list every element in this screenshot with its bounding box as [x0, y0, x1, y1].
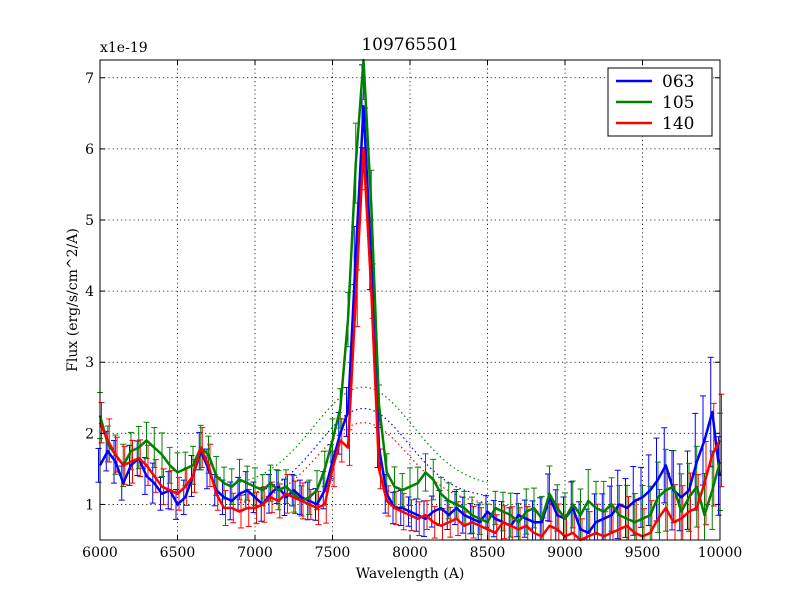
series-140-line [98, 147, 722, 542]
y-tick-label: 3 [85, 355, 94, 371]
y-tick-label: 6 [85, 142, 94, 158]
y-tick-label: 2 [85, 426, 94, 442]
axis-ticks: 6000 6500 7000 7500 8000 8500 9000 9500 10000 1 2 3… [82, 60, 742, 561]
legend-label-063: 063 [662, 72, 694, 92]
data-series [98, 58, 722, 542]
x-tick-label: 6500 [160, 545, 196, 561]
x-tick-label: 8000 [392, 545, 428, 561]
x-tick-label: 10000 [698, 545, 743, 561]
x-tick-label: 9000 [547, 545, 583, 561]
x-tick-label: 9500 [625, 545, 661, 561]
y-tick-label: 1 [85, 497, 94, 513]
series-063-line [98, 104, 722, 535]
x-tick-label: 8500 [470, 545, 506, 561]
x-tick-label: 7500 [315, 545, 351, 561]
x-axis-label: Wavelength (A) [356, 566, 465, 582]
chart-title: 109765501 [361, 35, 458, 55]
y-tick-label: 7 [85, 71, 94, 87]
x-tick-label: 7000 [237, 545, 273, 561]
series-105-line [98, 58, 722, 524]
y-axis-label: Flux (erg/s/cm^2/A) [65, 228, 81, 372]
legend-label-105: 105 [662, 93, 694, 113]
y-offset-label: x1e-19 [100, 40, 148, 56]
x-tick-label: 6000 [82, 545, 118, 561]
y-tick-label: 5 [85, 213, 94, 229]
legend-label-140: 140 [662, 114, 694, 134]
y-tick-label: 4 [85, 284, 94, 300]
